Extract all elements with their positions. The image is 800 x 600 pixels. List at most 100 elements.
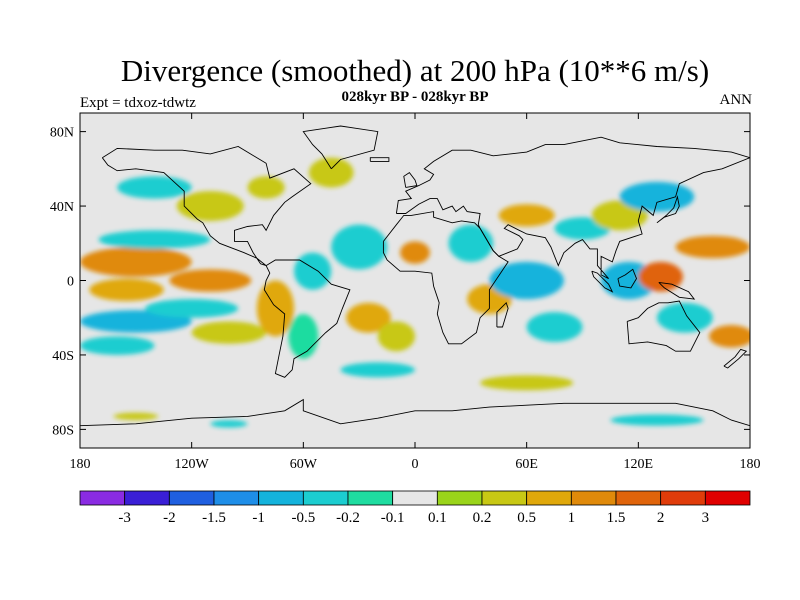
field-blob-3 [80,310,192,333]
y-tick-label-0: 80N [50,126,74,141]
field-blob-32 [480,375,574,391]
field-blob-22 [526,312,583,342]
coastline-greenland [302,125,379,170]
field-blob-6 [98,230,211,249]
colorbar-box-11 [570,490,617,506]
field-blob-7 [191,321,267,344]
field-blob-34 [610,414,704,426]
colorbar-box-12 [615,490,662,506]
y-tick-label-3: 40S [52,349,74,364]
x-tick-label-0: 180 [70,457,91,472]
y-tick-label-2: 0 [67,275,74,290]
colorbar-label-1: -2 [163,510,176,526]
coastline-japan [656,195,680,224]
colorbar-box-13 [660,490,706,506]
field-blob-33 [340,362,415,378]
y-tick-label-1: 40N [50,200,74,215]
coastline-africa [382,211,509,345]
coastline-iceland [369,157,390,162]
coastlines [80,125,750,427]
field-blob-19 [448,224,494,262]
coastline-borneo [617,268,638,289]
chart-title: Divergence (smoothed) at 200 hPa (10**6 … [121,53,709,88]
coastline-madagascar [496,301,509,328]
x-tick-label-1: 120W [175,457,210,472]
field-blob-14 [308,157,354,188]
colorbar-label-12: 2 [657,510,665,526]
chart-subtitle: 028kyr BP - 028kyr BP [342,89,489,105]
field-blob-16 [346,302,391,333]
field-blob-35 [113,412,159,421]
colorbar-box-2 [168,490,215,506]
coastline-australia [626,300,701,352]
x-tick-label-5: 120E [624,457,654,472]
field-blob-27 [638,261,684,292]
coastline-eurasia [395,136,750,280]
colorbar: -3 -2 -1.5 -1 -0.5 -0.2 -0.1 0.1 0.2 0.5 1 1.5 2 3 [79,490,751,526]
field-blob-5 [80,336,155,355]
colorbar-box-9 [481,490,528,506]
field-blob-18 [400,241,430,264]
x-tick-label-4: 60E [515,457,538,472]
colorbar-label-9: 0.5 [517,510,536,526]
field-blob-4 [145,299,239,318]
colorbar-box-5 [302,490,349,506]
colorbar-label-4: -0.5 [291,510,315,526]
colorbar-box-10 [526,490,572,506]
coastline-antarctica [80,398,750,427]
colorbar-label-11: 1.5 [607,510,626,526]
colorbar-box-6 [347,490,394,506]
colorbar-box-0 [79,490,126,506]
map-panel: 180 120W 60W 0 60E 120E 180 80N 40N 0 40S 80S [50,112,761,472]
field-blob-23 [498,204,555,227]
x-tick-label-2: 60W [290,457,318,472]
x-tick-label-3: 0 [412,457,419,472]
x-tick-label-6: 180 [740,457,761,472]
colorbar-box-8 [436,490,483,506]
field-blob-1 [169,269,252,292]
colorbar-label-6: -0.1 [381,510,405,526]
field-blob-8 [256,280,295,337]
field-blob-10 [288,314,319,359]
season-label: ANN [720,92,753,108]
colorbar-box-1 [124,490,170,506]
field-blob-9 [294,252,332,290]
colorbar-label-2: -1.5 [202,510,226,526]
colorbar-box-7 [392,490,438,506]
colorbar-box-14 [704,490,751,506]
coastline-south-america [263,259,351,378]
coastline-sumatra [591,270,614,293]
field-blob-21 [489,261,564,300]
field-blob-12 [176,191,244,221]
colorbar-label-5: -0.2 [336,510,360,526]
field-blob-15 [331,224,388,270]
colorbar-label-7: 0.1 [428,510,447,526]
field-blob-29 [656,302,713,333]
y-tick-label-4: 80S [52,423,74,438]
field-blob-2 [89,278,164,301]
coastline-new-zealand [723,348,748,369]
field-blob-30 [709,325,750,348]
coastline-uk [403,171,418,188]
coastline-new-guinea [658,281,696,300]
field-blob-36 [210,420,248,428]
colorbar-box-4 [258,490,304,506]
field-blob-13 [247,176,285,199]
field-blob-31 [619,181,695,212]
colorbar-label-0: -3 [118,510,131,526]
field-blob-0 [80,247,192,277]
divergence-field [80,157,750,428]
experiment-label: Expt = tdxoz-tdwtz [80,95,196,111]
colorbar-label-10: 1 [568,510,576,526]
y-axis: 80N 40N 0 40S 80S [50,126,750,438]
x-axis: 180 120W 60W 0 60E 120E 180 [70,113,761,472]
field-blob-17 [377,321,415,352]
colorbar-label-13: 3 [702,510,710,526]
field-blob-11 [117,176,192,199]
coastline-north-america [101,146,312,267]
field-blob-28 [675,235,750,259]
colorbar-label-8: 0.2 [473,510,492,526]
colorbar-box-3 [213,490,260,506]
colorbar-label-3: -1 [252,510,265,526]
